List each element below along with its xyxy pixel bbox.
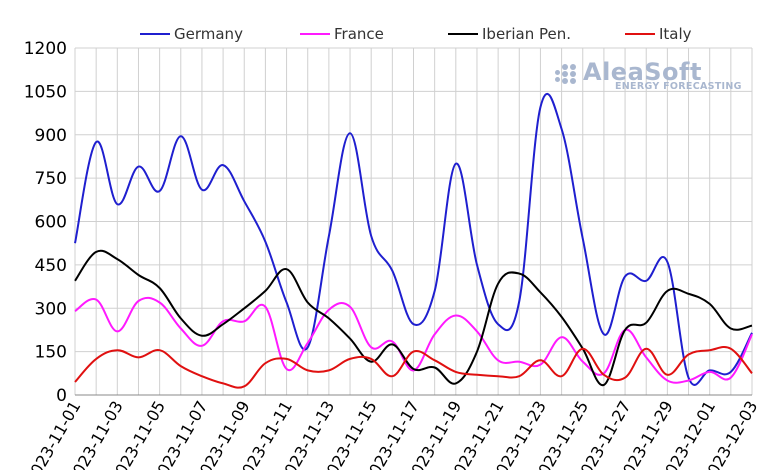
y-tick-label: 450 (35, 256, 67, 276)
gridlines (74, 47, 753, 396)
y-tick-label: 1200 (24, 39, 67, 59)
y-tick-label: 900 (35, 126, 67, 146)
legend-label: Italy (659, 25, 692, 43)
y-tick-label: 600 (35, 213, 67, 233)
series-line-italy (74, 346, 753, 389)
y-tick-label: 300 (35, 299, 67, 319)
legend: Germany France Iberian Pen. Italy (140, 25, 692, 43)
series-line-iberian-pen (74, 249, 753, 386)
series-line-germany (74, 92, 753, 386)
series-lines (74, 92, 753, 389)
y-tick-label: 0 (56, 386, 67, 406)
aleasoft-logo: AleaSoft ENERGY FORECASTING (553, 58, 743, 94)
y-tick-label: 150 (35, 343, 67, 363)
y-tick-label: 1050 (24, 82, 67, 102)
axes: 0150300450600750900105012002023-11-01202… (22, 39, 762, 470)
series-line-france (74, 296, 753, 384)
logo-tagline: ENERGY FORECASTING (615, 81, 742, 92)
logo-wordmark: AleaSoft (583, 58, 702, 86)
logo-dots-icon (555, 62, 581, 84)
y-tick-label: 750 (35, 169, 67, 189)
legend-label: Iberian Pen. (482, 25, 571, 43)
legend-label: France (334, 25, 384, 43)
legend-label: Germany (174, 25, 243, 43)
